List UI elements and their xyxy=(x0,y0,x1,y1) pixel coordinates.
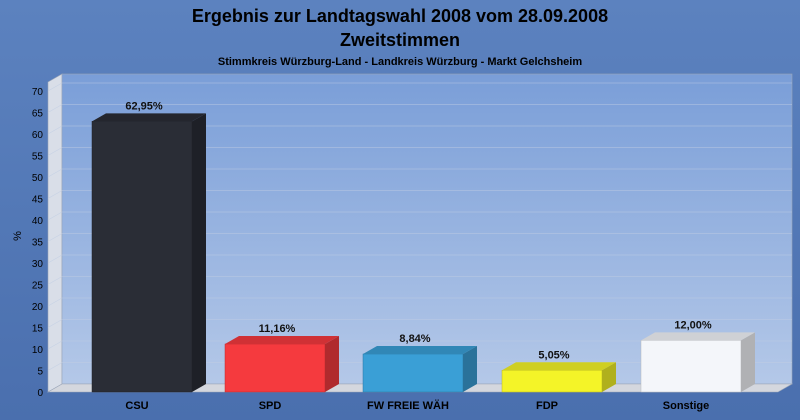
y-tick-label: 15 xyxy=(32,324,44,335)
grid-line xyxy=(47,254,792,264)
bar-side xyxy=(192,113,206,392)
y-tick-label: 60 xyxy=(32,130,44,141)
bar-top xyxy=(225,336,339,345)
grid-line xyxy=(47,168,792,178)
bar-front xyxy=(224,343,326,393)
y-tick-label: 50 xyxy=(32,173,44,184)
y-tick-label: 35 xyxy=(32,238,44,249)
grid-line xyxy=(47,233,792,242)
bar-front xyxy=(91,121,193,393)
chart-region-label: Stimmkreis Würzburg-Land - Landkreis Wür… xyxy=(218,56,582,68)
bar-side xyxy=(602,362,616,392)
bar-spd xyxy=(224,336,339,393)
bar-fdp xyxy=(501,362,616,393)
bar-top xyxy=(641,332,755,341)
x-axis-ticks: CSU SPD FW FREIE WÄH FDP Sonstige xyxy=(125,399,709,412)
grid-lines xyxy=(47,82,792,371)
y-tick-label: 20 xyxy=(32,302,44,313)
value-label: 8,84% xyxy=(399,333,430,345)
chart-title: Ergebnis zur Landtagswahl 2008 vom 28.09… xyxy=(192,6,608,26)
grid-line xyxy=(47,82,792,92)
grid-line xyxy=(47,340,792,350)
grid-line xyxy=(47,104,792,113)
x-tick-label: CSU xyxy=(125,400,148,412)
grid-line xyxy=(47,147,792,156)
x-tick-label: FDP xyxy=(536,400,558,412)
y-tick-label: 30 xyxy=(32,259,44,270)
bar-top xyxy=(92,113,206,122)
y-tick-label: 40 xyxy=(32,216,44,227)
y-tick-label: 25 xyxy=(32,281,44,292)
bars xyxy=(91,113,755,393)
bar-top xyxy=(363,345,477,354)
y-tick-label: 65 xyxy=(32,109,44,120)
y-tick-label: 45 xyxy=(32,195,44,206)
y-tick-label: 10 xyxy=(32,345,44,356)
value-label: 11,16% xyxy=(259,323,296,335)
bar-csu xyxy=(91,113,206,393)
value-label: 12,00% xyxy=(674,319,712,331)
grid-line xyxy=(47,276,792,285)
y-tick-label: 5 xyxy=(37,367,43,378)
grid-line xyxy=(47,190,792,199)
bar-fw-freie-w-h xyxy=(362,345,477,393)
bar-front xyxy=(362,353,464,393)
value-label: 62,95% xyxy=(125,100,163,112)
grid-line xyxy=(47,125,792,135)
y-tick-label: 70 xyxy=(32,87,44,98)
bar-front xyxy=(501,370,603,393)
x-tick-label: FW FREIE WÄH xyxy=(367,399,449,412)
y-axis-ticks: 0 5 10 15 20 25 30 35 40 45 50 55 60 65 70 xyxy=(32,87,44,399)
bar-front xyxy=(640,340,742,393)
y-tick-label: 55 xyxy=(32,152,44,163)
grid-line xyxy=(47,297,792,307)
value-label: 5,05% xyxy=(538,349,569,361)
x-tick-label: Sonstige xyxy=(663,400,709,412)
chart-subtitle: Zweitstimmen xyxy=(340,30,460,50)
y-axis-label: % xyxy=(12,231,24,241)
y-tick-label: 0 xyxy=(37,388,43,399)
bar-side xyxy=(741,332,755,392)
value-labels: 62,95% 11,16% 8,84% 5,05% 12,00% xyxy=(125,100,712,361)
bar-sonstige xyxy=(640,332,755,393)
plot-side-wall xyxy=(47,73,63,393)
grid-line xyxy=(47,211,792,221)
bar-side xyxy=(325,336,339,392)
bar-side xyxy=(463,345,477,392)
bar-top xyxy=(502,362,616,371)
x-tick-label: SPD xyxy=(259,400,282,412)
grid-line xyxy=(47,319,792,328)
